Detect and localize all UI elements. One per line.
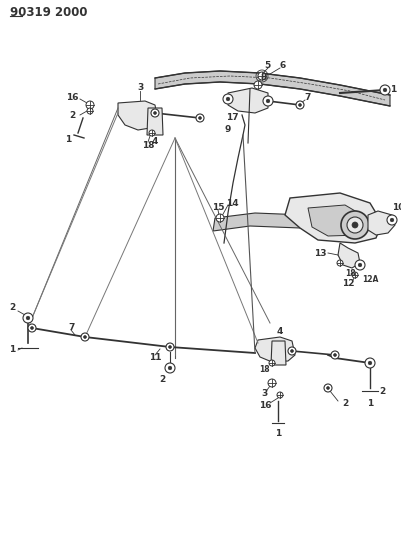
Text: 16: 16 <box>259 400 271 409</box>
Circle shape <box>268 379 276 387</box>
Circle shape <box>299 103 302 107</box>
Polygon shape <box>147 108 163 135</box>
Text: 1: 1 <box>390 85 396 94</box>
Circle shape <box>334 353 336 357</box>
Circle shape <box>151 109 159 117</box>
Text: 2: 2 <box>9 303 15 312</box>
Circle shape <box>337 260 343 266</box>
Circle shape <box>216 214 224 222</box>
Polygon shape <box>271 341 286 365</box>
Circle shape <box>383 88 387 92</box>
Polygon shape <box>213 213 335 233</box>
Circle shape <box>277 392 283 398</box>
Text: 2: 2 <box>342 399 348 408</box>
Text: 18: 18 <box>142 141 154 149</box>
Text: 18: 18 <box>259 365 269 374</box>
Text: 1: 1 <box>367 399 373 408</box>
Text: 4: 4 <box>277 327 283 335</box>
Circle shape <box>387 215 397 225</box>
Circle shape <box>86 101 94 109</box>
Text: 5: 5 <box>264 61 270 70</box>
Polygon shape <box>255 337 295 362</box>
Circle shape <box>368 361 372 365</box>
Polygon shape <box>118 101 158 130</box>
Text: 14: 14 <box>226 198 238 207</box>
Circle shape <box>166 343 174 351</box>
Circle shape <box>263 96 273 106</box>
Circle shape <box>154 111 156 115</box>
Circle shape <box>254 81 262 89</box>
Circle shape <box>341 211 369 239</box>
Text: 1: 1 <box>65 135 71 144</box>
Circle shape <box>83 336 86 338</box>
Circle shape <box>223 94 233 104</box>
Text: 2: 2 <box>159 376 165 384</box>
Circle shape <box>355 260 365 270</box>
Circle shape <box>258 72 266 80</box>
Text: 90319 2000: 90319 2000 <box>10 6 87 19</box>
Circle shape <box>266 99 270 103</box>
Text: 3: 3 <box>262 389 268 398</box>
Polygon shape <box>285 193 382 243</box>
Polygon shape <box>338 243 360 268</box>
Circle shape <box>326 386 329 390</box>
Circle shape <box>26 316 30 320</box>
Circle shape <box>269 360 275 366</box>
Circle shape <box>198 117 201 119</box>
Text: 18: 18 <box>345 269 355 278</box>
Text: 1: 1 <box>275 429 281 438</box>
Text: 15: 15 <box>212 204 224 213</box>
Text: 12: 12 <box>342 279 354 287</box>
Text: 3: 3 <box>137 84 143 93</box>
Text: 16: 16 <box>66 93 78 101</box>
Circle shape <box>291 350 294 352</box>
Text: 7: 7 <box>69 324 75 333</box>
Circle shape <box>226 97 230 101</box>
Circle shape <box>352 222 358 228</box>
Circle shape <box>352 272 358 278</box>
Circle shape <box>87 108 93 114</box>
Text: 4: 4 <box>152 136 158 146</box>
Polygon shape <box>155 71 390 106</box>
Text: 10: 10 <box>392 204 401 213</box>
Polygon shape <box>308 205 370 236</box>
Circle shape <box>365 358 375 368</box>
Circle shape <box>165 363 175 373</box>
Text: 7: 7 <box>305 93 311 102</box>
Text: 8: 8 <box>261 72 267 82</box>
Circle shape <box>168 366 172 370</box>
Text: 6: 6 <box>280 61 286 70</box>
Circle shape <box>28 324 36 332</box>
Circle shape <box>324 384 332 392</box>
Circle shape <box>30 327 33 329</box>
Text: 17: 17 <box>226 114 238 123</box>
Circle shape <box>149 130 155 136</box>
Text: 13: 13 <box>314 248 326 257</box>
Text: 2: 2 <box>379 386 385 395</box>
Circle shape <box>380 85 390 95</box>
Circle shape <box>390 218 394 222</box>
Circle shape <box>196 114 204 122</box>
Polygon shape <box>228 88 268 113</box>
Circle shape <box>81 333 89 341</box>
Circle shape <box>296 101 304 109</box>
Text: 12A: 12A <box>362 276 378 285</box>
Circle shape <box>23 313 33 323</box>
Text: 9: 9 <box>225 125 231 134</box>
Circle shape <box>347 217 363 233</box>
Circle shape <box>288 347 296 355</box>
Circle shape <box>358 263 362 266</box>
Text: 11: 11 <box>149 352 161 361</box>
Polygon shape <box>368 211 395 235</box>
Circle shape <box>331 351 339 359</box>
Text: 1: 1 <box>9 345 15 354</box>
Text: 2: 2 <box>69 110 75 119</box>
Circle shape <box>168 345 171 349</box>
